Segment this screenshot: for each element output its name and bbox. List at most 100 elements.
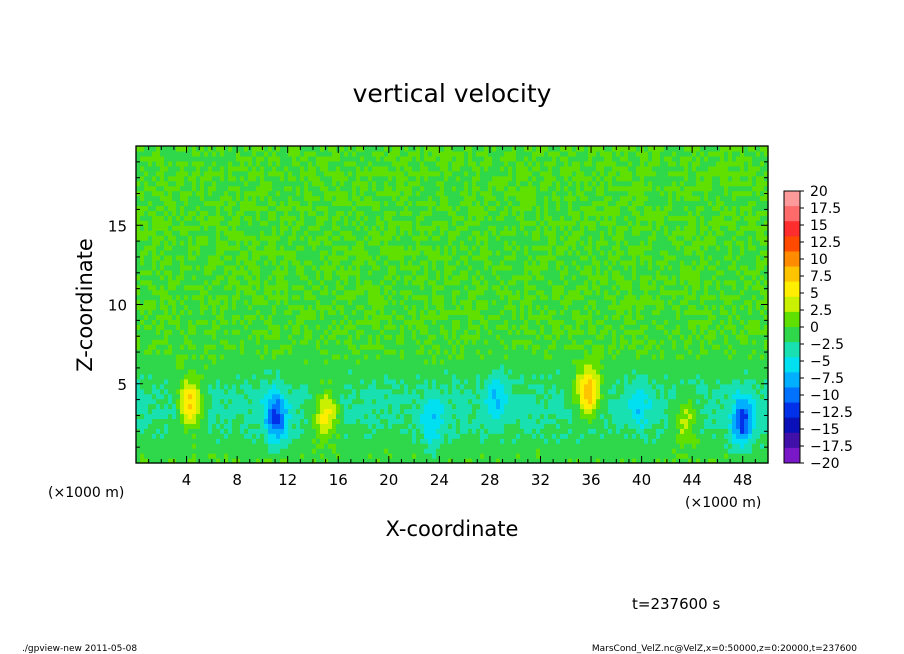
heatmap-cell (196, 309, 201, 315)
heatmap-cell (284, 334, 289, 340)
heatmap-cell (404, 408, 409, 415)
heatmap-cell (648, 433, 653, 439)
heatmap-cell (572, 448, 577, 454)
heatmap-cell (268, 458, 273, 464)
heatmap-cell (684, 349, 689, 355)
heatmap-cell (640, 373, 645, 380)
heatmap-cell (416, 363, 421, 370)
heatmap-cell (672, 403, 677, 410)
heatmap-cell (504, 314, 509, 320)
heatmap-cell (548, 443, 553, 449)
heatmap-cell (732, 458, 737, 464)
heatmap-cell (512, 438, 517, 444)
heatmap-cell (628, 393, 633, 400)
heatmap-cell (560, 418, 565, 424)
heatmap-cell (304, 319, 309, 325)
heatmap-cell (620, 458, 625, 464)
heatmap-cell (144, 378, 149, 385)
heatmap-cell (644, 398, 649, 405)
heatmap-cell (156, 363, 161, 370)
heatmap-cell (708, 344, 713, 350)
heatmap-cell (664, 368, 669, 375)
heatmap-cell (660, 433, 665, 439)
heatmap-cell (308, 363, 313, 370)
heatmap-cell (696, 383, 701, 390)
heatmap-cell (576, 368, 581, 375)
heatmap-cell (468, 344, 473, 350)
heatmap-cell (352, 423, 357, 429)
heatmap-cell (284, 418, 289, 424)
heatmap-cell (268, 319, 273, 325)
heatmap-cell (492, 363, 497, 370)
heatmap-cell (140, 398, 145, 405)
heatmap-cell (732, 423, 737, 429)
heatmap-cell (344, 393, 349, 400)
heatmap-cell (564, 309, 569, 315)
heatmap-cell (392, 329, 397, 335)
heatmap-cell (208, 433, 213, 439)
heatmap-cell (220, 309, 225, 315)
heatmap-cell (756, 334, 761, 340)
heatmap-cell (196, 423, 201, 429)
heatmap-cell (688, 393, 693, 400)
heatmap-cell (412, 453, 417, 459)
heatmap-cell (748, 368, 753, 375)
heatmap-cell (724, 319, 729, 325)
heatmap-cells (136, 146, 769, 464)
heatmap-cell (268, 413, 273, 420)
heatmap-cell (176, 423, 181, 429)
heatmap-cell (196, 319, 201, 325)
heatmap-cell (324, 354, 329, 360)
heatmap-cell (416, 458, 421, 464)
heatmap-cell (576, 354, 581, 360)
heatmap-cell (628, 349, 633, 355)
heatmap-cell (488, 443, 493, 449)
heatmap-cell (592, 383, 597, 390)
heatmap-cell (352, 324, 357, 330)
heatmap-cell (748, 339, 753, 345)
heatmap-cell (344, 408, 349, 415)
heatmap-cell (272, 398, 277, 405)
heatmap-cell (592, 378, 597, 385)
heatmap-cell (716, 443, 721, 449)
heatmap-cell (608, 443, 613, 449)
heatmap-cell (376, 393, 381, 400)
heatmap-cell (496, 354, 501, 360)
heatmap-cell (344, 304, 349, 311)
heatmap-cell (208, 378, 213, 385)
heatmap-cell (380, 403, 385, 410)
heatmap-cell (572, 373, 577, 380)
heatmap-cell (664, 418, 669, 424)
heatmap-cell (696, 413, 701, 420)
heatmap-cell (744, 324, 749, 330)
heatmap-cell (704, 408, 709, 415)
heatmap-cell (744, 408, 749, 415)
heatmap-cell (612, 453, 617, 459)
heatmap-cell (312, 438, 317, 444)
heatmap-cell (180, 378, 185, 385)
heatmap-cell (600, 443, 605, 449)
heatmap-cell (732, 363, 737, 370)
heatmap-cell (432, 408, 437, 415)
heatmap-cell (160, 438, 165, 444)
heatmap-cell (648, 438, 653, 444)
heatmap-cell (684, 418, 689, 424)
heatmap-cell (664, 334, 669, 340)
heatmap-cell (512, 458, 517, 464)
heatmap-cell (764, 388, 769, 395)
heatmap-cell (564, 319, 569, 325)
heatmap-cell (544, 334, 549, 340)
heatmap-cell (528, 448, 533, 454)
heatmap-cell (348, 423, 353, 429)
heatmap-cell (664, 324, 669, 330)
heatmap-cell (480, 453, 485, 459)
heatmap-cell (532, 408, 537, 415)
heatmap-cell (504, 339, 509, 345)
heatmap-cell (332, 393, 337, 400)
heatmap-cell (400, 438, 405, 444)
heatmap-cell (312, 363, 317, 370)
heatmap-cell (596, 393, 601, 400)
heatmap-cell (312, 339, 317, 345)
heatmap-cell (168, 324, 173, 330)
heatmap-cell (492, 349, 497, 355)
